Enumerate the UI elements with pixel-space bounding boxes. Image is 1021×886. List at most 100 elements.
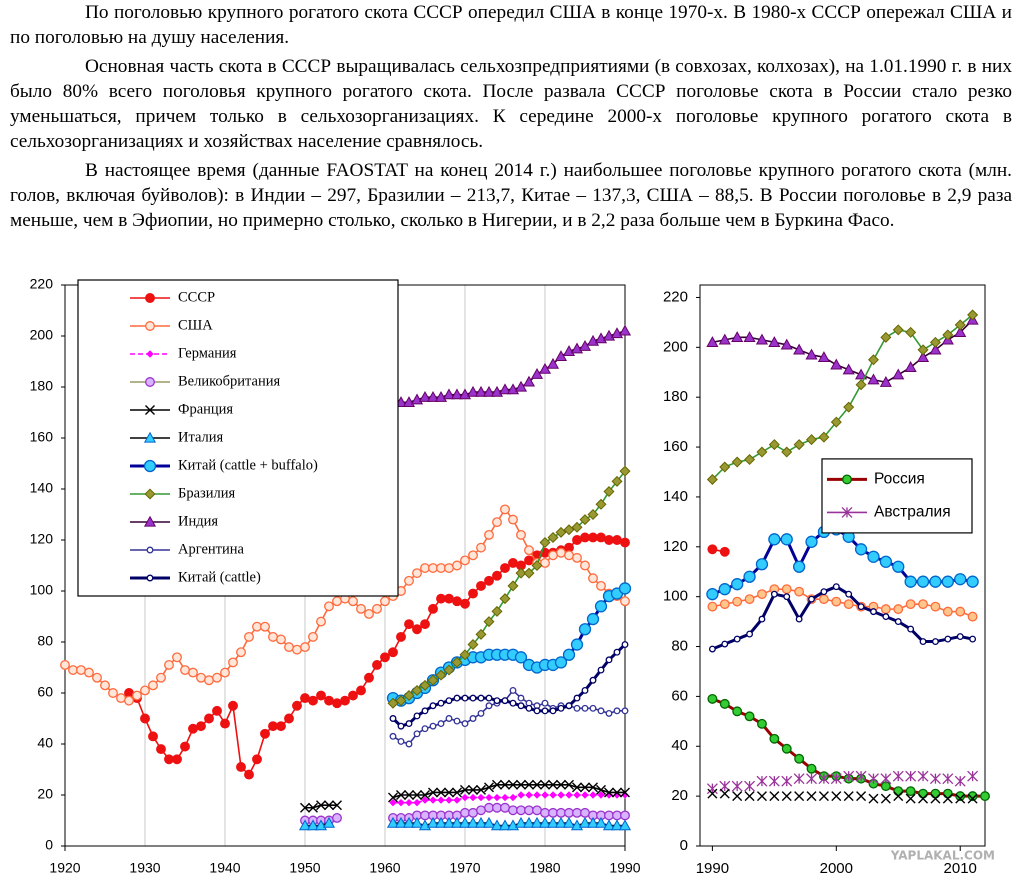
marker	[768, 439, 780, 451]
marker	[429, 722, 437, 730]
marker	[517, 702, 525, 710]
marker	[707, 601, 718, 612]
marker	[841, 506, 853, 518]
marker	[830, 773, 842, 785]
marker	[476, 805, 486, 816]
y-tick-label: 100	[30, 582, 54, 598]
marker	[308, 695, 318, 706]
marker	[769, 733, 780, 744]
marker	[143, 515, 157, 527]
marker	[394, 816, 408, 828]
legend-label: СССР	[178, 289, 215, 305]
marker	[781, 446, 793, 458]
marker	[966, 575, 979, 588]
y-tick-label: 180	[30, 378, 54, 394]
marker	[452, 787, 462, 798]
marker	[904, 361, 917, 372]
marker	[508, 805, 518, 816]
marker	[744, 454, 756, 466]
marker	[556, 779, 566, 790]
marker	[868, 773, 879, 785]
marker	[411, 684, 423, 696]
marker	[581, 687, 589, 694]
marker	[236, 762, 246, 772]
marker	[300, 802, 310, 813]
marker	[523, 567, 535, 579]
marker	[348, 596, 358, 607]
marker	[721, 640, 729, 648]
marker	[744, 711, 755, 722]
watermark: YAPLAKAL.COM	[890, 849, 995, 863]
marker	[450, 388, 464, 400]
marker	[445, 796, 453, 804]
marker	[492, 517, 502, 528]
marker	[426, 390, 440, 402]
marker	[143, 459, 157, 473]
marker	[556, 547, 566, 558]
marker	[477, 694, 485, 702]
marker	[444, 787, 454, 798]
marker	[443, 664, 455, 676]
marker	[517, 791, 525, 799]
marker	[145, 321, 155, 331]
marker	[474, 816, 488, 828]
marker	[602, 819, 616, 831]
marker	[252, 754, 262, 765]
marker	[146, 350, 154, 358]
marker	[930, 793, 941, 804]
marker	[276, 721, 286, 732]
marker	[442, 388, 456, 400]
marker	[516, 529, 526, 540]
marker	[805, 535, 818, 548]
marker	[517, 694, 525, 702]
marker	[146, 546, 154, 554]
marker	[942, 793, 953, 804]
marker	[893, 791, 904, 802]
x-tick-label: 1980	[529, 860, 560, 876]
marker	[707, 693, 718, 704]
marker	[892, 368, 905, 380]
marker	[492, 570, 502, 581]
marker	[539, 537, 551, 549]
marker	[588, 573, 598, 584]
marker	[164, 660, 174, 670]
marker	[587, 508, 599, 521]
marker	[540, 558, 550, 568]
marker	[597, 707, 605, 715]
marker	[397, 722, 405, 730]
marker	[613, 648, 621, 656]
marker	[509, 793, 517, 802]
marker	[204, 675, 214, 686]
marker	[768, 775, 780, 787]
marker	[292, 700, 302, 711]
marker	[498, 819, 512, 831]
marker	[941, 575, 954, 588]
legend-label: Италия	[178, 429, 224, 445]
marker	[732, 791, 743, 802]
marker	[453, 796, 461, 804]
marker	[818, 773, 830, 785]
legend-label: США	[178, 317, 213, 333]
marker	[437, 699, 445, 707]
marker	[332, 800, 342, 811]
marker	[620, 787, 630, 798]
marker	[580, 807, 590, 818]
marker	[388, 792, 398, 803]
x-tick-label: 1950	[289, 860, 320, 876]
marker	[967, 770, 979, 782]
marker	[918, 599, 928, 610]
marker	[380, 652, 390, 663]
marker	[260, 728, 270, 739]
y-tick-label: 120	[30, 531, 54, 547]
marker	[364, 672, 374, 683]
marker	[557, 791, 565, 799]
marker	[532, 779, 542, 790]
marker	[768, 336, 781, 348]
y-tick-label: 40	[37, 735, 53, 751]
marker	[605, 709, 613, 717]
marker	[493, 793, 501, 802]
marker	[586, 816, 600, 828]
marker	[403, 690, 415, 702]
y-tick-label: 200	[30, 327, 54, 343]
